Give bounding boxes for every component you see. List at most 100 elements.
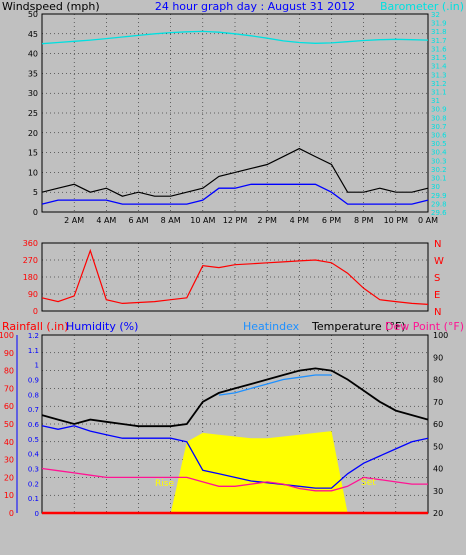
direction-compass-tick: N bbox=[434, 307, 441, 318]
x-tick-label: 8 AM bbox=[161, 216, 181, 225]
humidity-y-tick: 0.3 bbox=[28, 466, 39, 474]
temperature-y-tick: 40 bbox=[433, 465, 443, 474]
direction-y-tick: 270 bbox=[23, 256, 38, 265]
x-tick-label: 6 AM bbox=[128, 216, 148, 225]
barometer-y-tick: 30.7 bbox=[431, 123, 447, 131]
rainfall-left-axis: 0 10 20 30 40 50 60 70 80 90 100 bbox=[0, 331, 14, 518]
humidity-y-tick: 1 bbox=[35, 362, 39, 370]
temperature-y-tick: 50 bbox=[433, 442, 443, 451]
barometer-y-tick: 30.5 bbox=[431, 140, 447, 148]
direction-series bbox=[41, 248, 429, 305]
direction-y-tick: 180 bbox=[23, 273, 38, 282]
wind-left-axis: 0 5 10 15 20 25 30 35 40 45 50 bbox=[28, 10, 38, 217]
direction-compass-tick: S bbox=[434, 273, 440, 284]
barometer-y-tick: 31.3 bbox=[431, 71, 447, 79]
humidity-y-tick: 0.2 bbox=[28, 480, 39, 488]
barometer-y-tick: 31.4 bbox=[431, 63, 447, 71]
x-tick-label: 10 PM bbox=[384, 216, 409, 225]
barometer-y-tick: 31.6 bbox=[431, 45, 447, 53]
barometer-y-tick: 31.1 bbox=[431, 88, 447, 96]
wind-panel-grid bbox=[42, 14, 428, 212]
temperature-series bbox=[41, 367, 429, 515]
direction-compass-tick: N bbox=[434, 239, 441, 250]
humidity-y-tick: 0 bbox=[35, 510, 39, 518]
wind-series bbox=[41, 30, 429, 205]
wind-y-tick: 25 bbox=[28, 109, 38, 118]
barometer-y-tick: 30.6 bbox=[431, 132, 447, 140]
direction-compass-tick: E bbox=[434, 290, 440, 301]
humidity-y-tick: 0.8 bbox=[28, 391, 39, 399]
x-tick-label: 2 AM bbox=[64, 216, 84, 225]
wind-y-tick: 35 bbox=[28, 69, 38, 78]
x-tick-label: 4 PM bbox=[290, 216, 309, 225]
barometer-y-tick: 32 bbox=[431, 11, 440, 19]
rainfall-y-tick: 60 bbox=[4, 402, 14, 411]
temperature-y-tick: 90 bbox=[433, 353, 443, 362]
wind-y-tick: 5 bbox=[33, 188, 38, 197]
humidity-line bbox=[41, 425, 429, 489]
barometer-y-tick: 31.5 bbox=[431, 54, 447, 62]
barometer-y-tick: 31.9 bbox=[431, 20, 447, 28]
solar-area bbox=[42, 431, 428, 513]
legend-rainfall: Rainfall (.in) bbox=[2, 320, 69, 333]
direction-line bbox=[41, 248, 429, 305]
barometer-y-tick: 29.8 bbox=[431, 200, 447, 208]
rainfall-y-tick: 90 bbox=[4, 349, 14, 358]
x-tick-label: 4 AM bbox=[96, 216, 116, 225]
temperature-y-tick: 80 bbox=[433, 376, 443, 385]
legend-heatindex: Heatindex bbox=[243, 320, 300, 333]
humidity-y-tick: 0.4 bbox=[28, 451, 40, 459]
solar-series bbox=[42, 431, 428, 513]
humidity-y-tick: 1.2 bbox=[28, 332, 39, 340]
direction-compass-tick: W bbox=[434, 256, 444, 267]
humidity-left-axis: 0 0.1 0.2 0.3 0.4 0.5 0.6 0.7 0.8 0.9 1 1.1 1.2 bbox=[16, 332, 40, 518]
barometer-y-tick: 30.9 bbox=[431, 106, 447, 114]
barometer-y-tick: 29.6 bbox=[431, 209, 447, 217]
wind-y-tick: 45 bbox=[28, 30, 38, 39]
direction-y-tick: 360 bbox=[23, 239, 38, 248]
barometer-axis-label: Barometer (.in) bbox=[380, 0, 464, 13]
temperature-line bbox=[41, 367, 429, 428]
barometer-y-tick: 30.2 bbox=[431, 166, 447, 174]
rainfall-y-tick: 100 bbox=[0, 331, 14, 340]
temperature-y-tick: 60 bbox=[433, 420, 443, 429]
temperature-y-tick: 30 bbox=[433, 487, 443, 496]
humidity-y-tick: 1.1 bbox=[28, 347, 39, 355]
windspeed-line bbox=[41, 147, 429, 197]
wind-y-tick: 10 bbox=[28, 168, 38, 177]
direction-left-axis: 0 90 180 270 360 bbox=[23, 239, 38, 316]
barometer-y-tick: 31.2 bbox=[431, 80, 447, 88]
wind-y-tick: 0 bbox=[33, 208, 38, 217]
annotation-rise: Rise bbox=[155, 479, 174, 489]
wind-y-tick: 50 bbox=[28, 10, 38, 19]
rainfall-y-tick: 0 bbox=[9, 509, 14, 518]
barometer-y-tick: 31.7 bbox=[431, 37, 447, 45]
legend-dewpoint: Dew Point (°F) bbox=[385, 320, 464, 333]
annotation-set: Set bbox=[361, 478, 376, 488]
x-tick-label: 10 AM bbox=[190, 216, 215, 225]
humidity-y-tick: 0.7 bbox=[28, 406, 39, 414]
rainfall-y-tick: 20 bbox=[4, 473, 14, 482]
barometer-y-tick: 30.3 bbox=[431, 157, 447, 165]
wind-x-axis: 2 AM 4 AM 6 AM 8 AM 10 AM 12 PM 2 PM 4 PM 6 PM 8 … bbox=[64, 216, 438, 225]
temperature-right-axis: 20 30 40 50 60 70 80 90 100 bbox=[433, 331, 448, 518]
temperature-y-tick: 100 bbox=[433, 331, 448, 340]
x-tick-label: 8 PM bbox=[354, 216, 373, 225]
x-tick-label: 12 PM bbox=[223, 216, 248, 225]
barometer-y-tick: 30.1 bbox=[431, 175, 447, 183]
dewpoint-line bbox=[41, 467, 428, 492]
wind-y-tick: 40 bbox=[28, 50, 38, 59]
legend-temperature: Temperature (°F) bbox=[311, 320, 406, 333]
rainfall-y-tick: 30 bbox=[4, 456, 14, 465]
barometer-y-tick: 30.8 bbox=[431, 114, 447, 122]
x-tick-label: 0 AM bbox=[418, 216, 438, 225]
rainfall-y-tick: 50 bbox=[4, 420, 14, 429]
humidity-y-tick: 0.1 bbox=[28, 495, 39, 503]
wind-y-tick: 15 bbox=[28, 149, 38, 158]
barometer-y-tick: 30 bbox=[431, 183, 440, 191]
wind-y-tick: 30 bbox=[28, 89, 38, 98]
windspeed-axis-label: Windspeed (mph) bbox=[2, 0, 100, 13]
rainfall-y-tick: 80 bbox=[4, 367, 14, 376]
